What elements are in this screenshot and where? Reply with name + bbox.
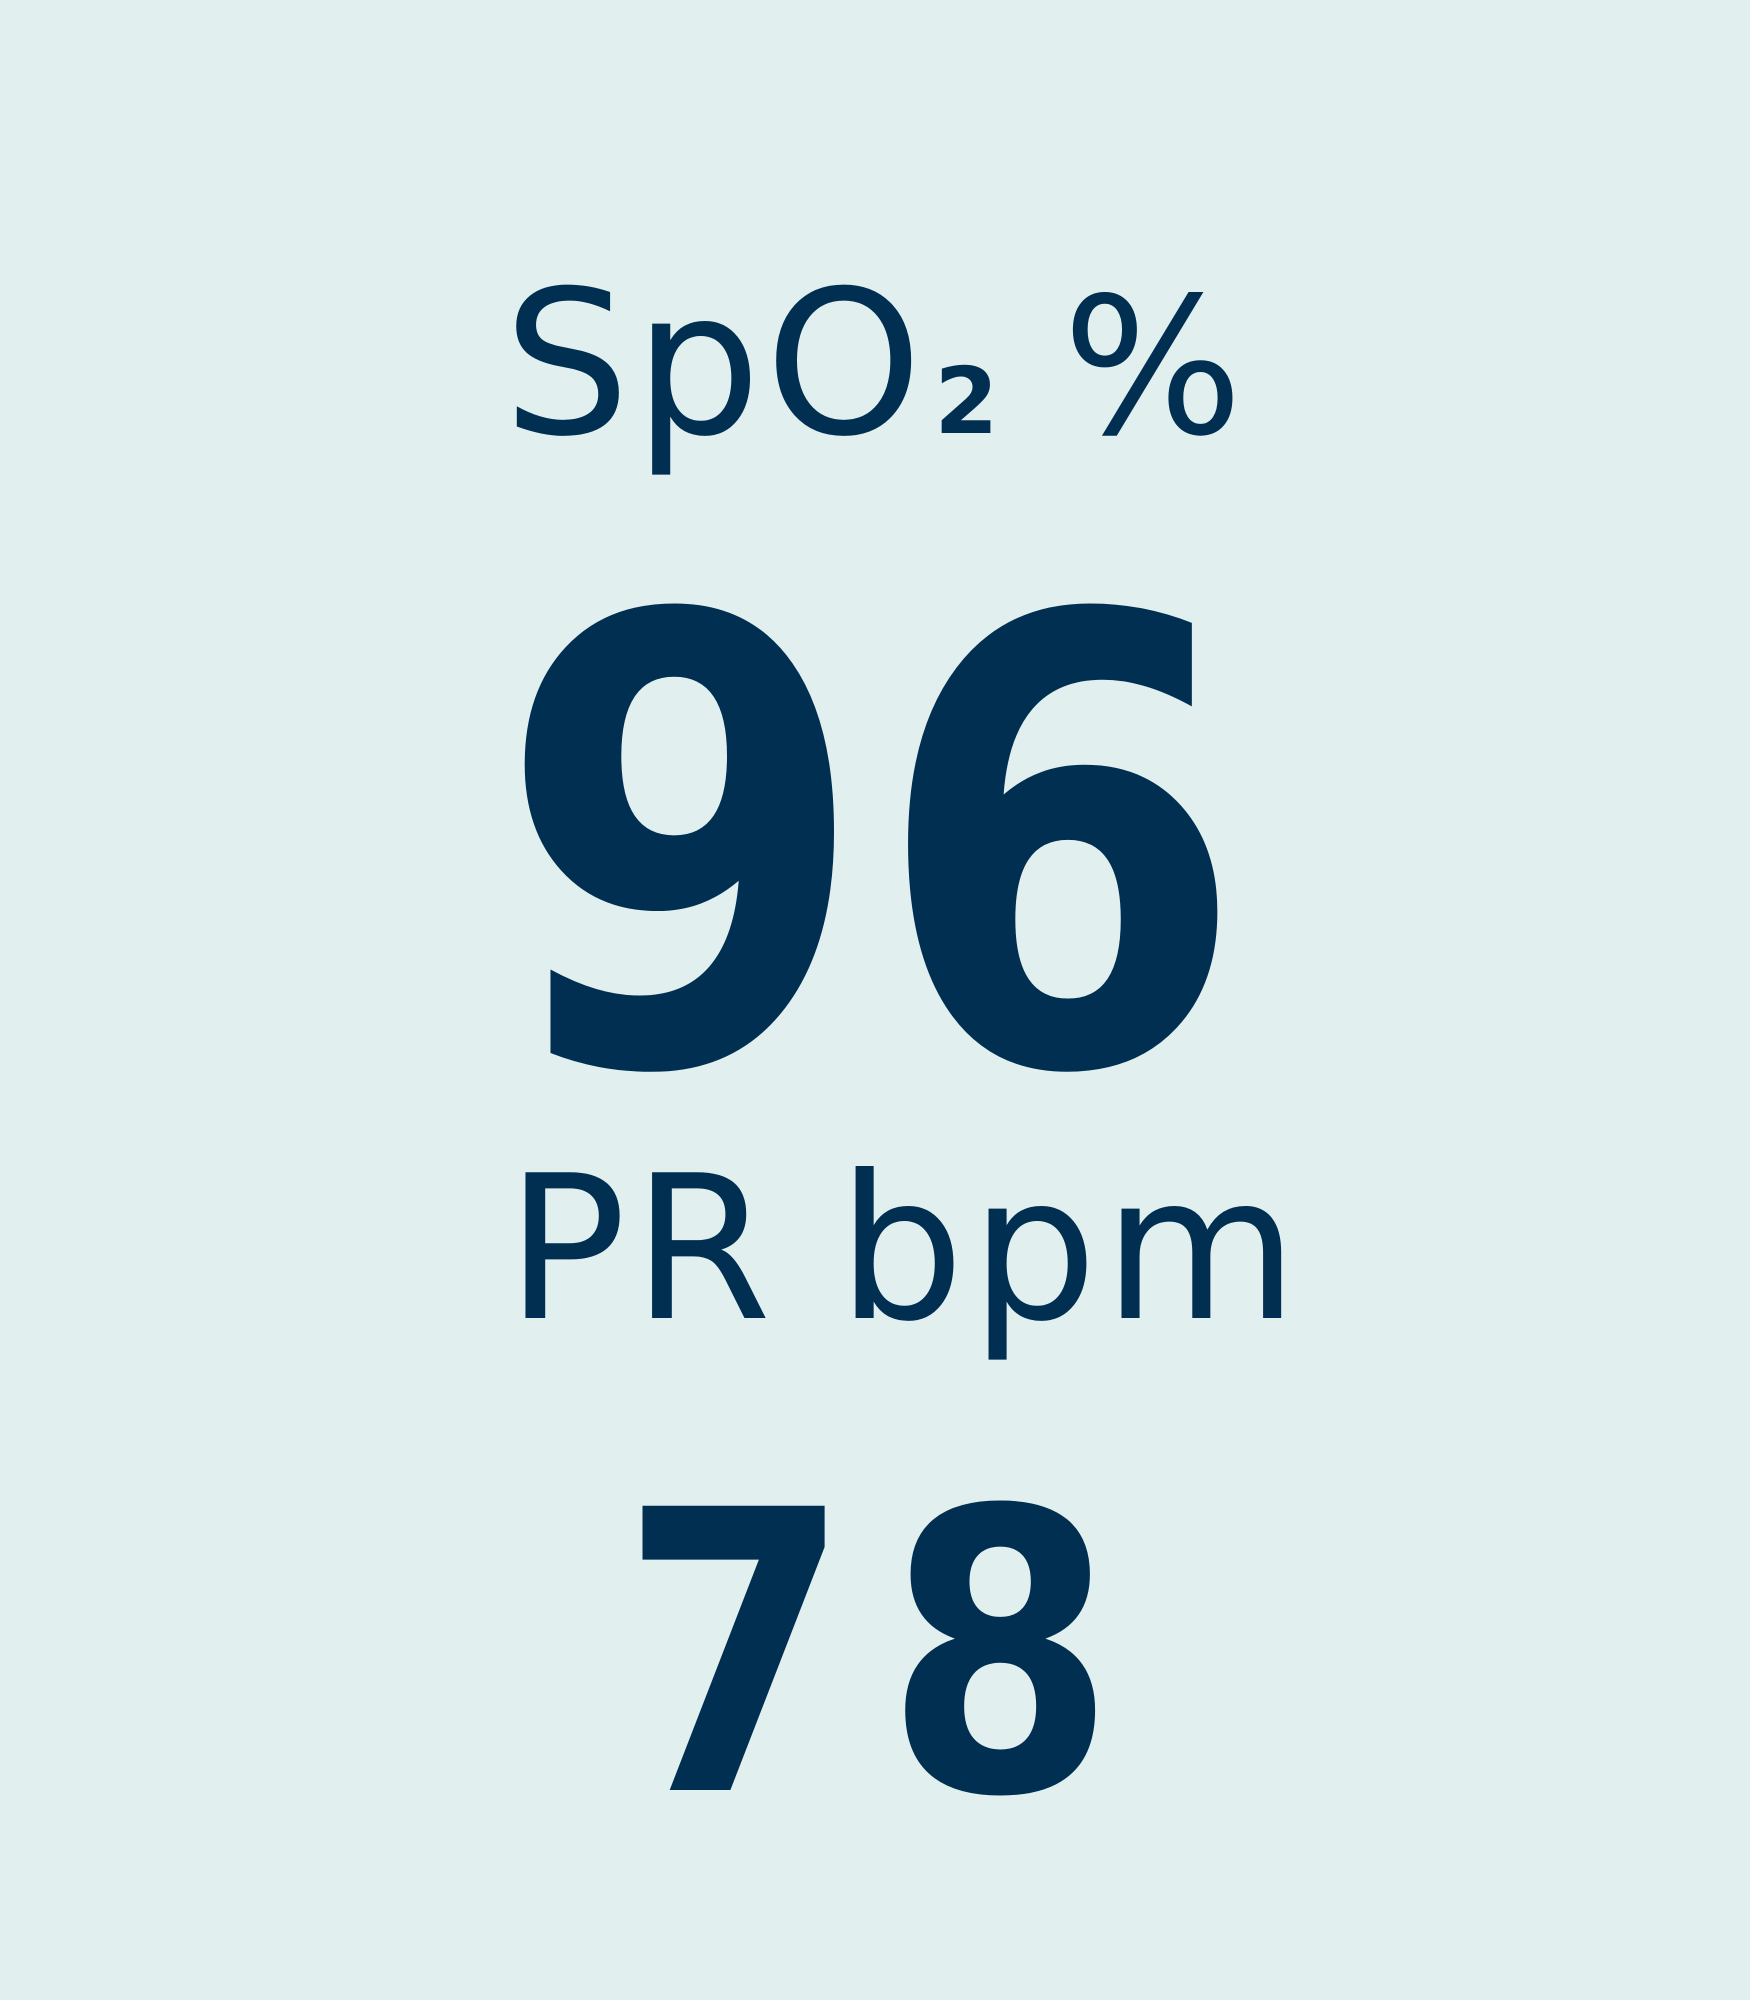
- pr-unit: bpm: [837, 1133, 1305, 1366]
- spo2-subscript: 2: [934, 348, 1003, 455]
- spo2-label-row: SpO2%: [0, 265, 1750, 465]
- pr-value: 78: [620, 1428, 1150, 1882]
- pr-label-row: PR bpm: [30, 1150, 1750, 1350]
- spo2-label: SpO: [503, 248, 927, 481]
- pr-label: PR: [505, 1133, 778, 1366]
- spo2-unit: %: [1062, 257, 1247, 478]
- spo2-value: 96: [497, 489, 1253, 1210]
